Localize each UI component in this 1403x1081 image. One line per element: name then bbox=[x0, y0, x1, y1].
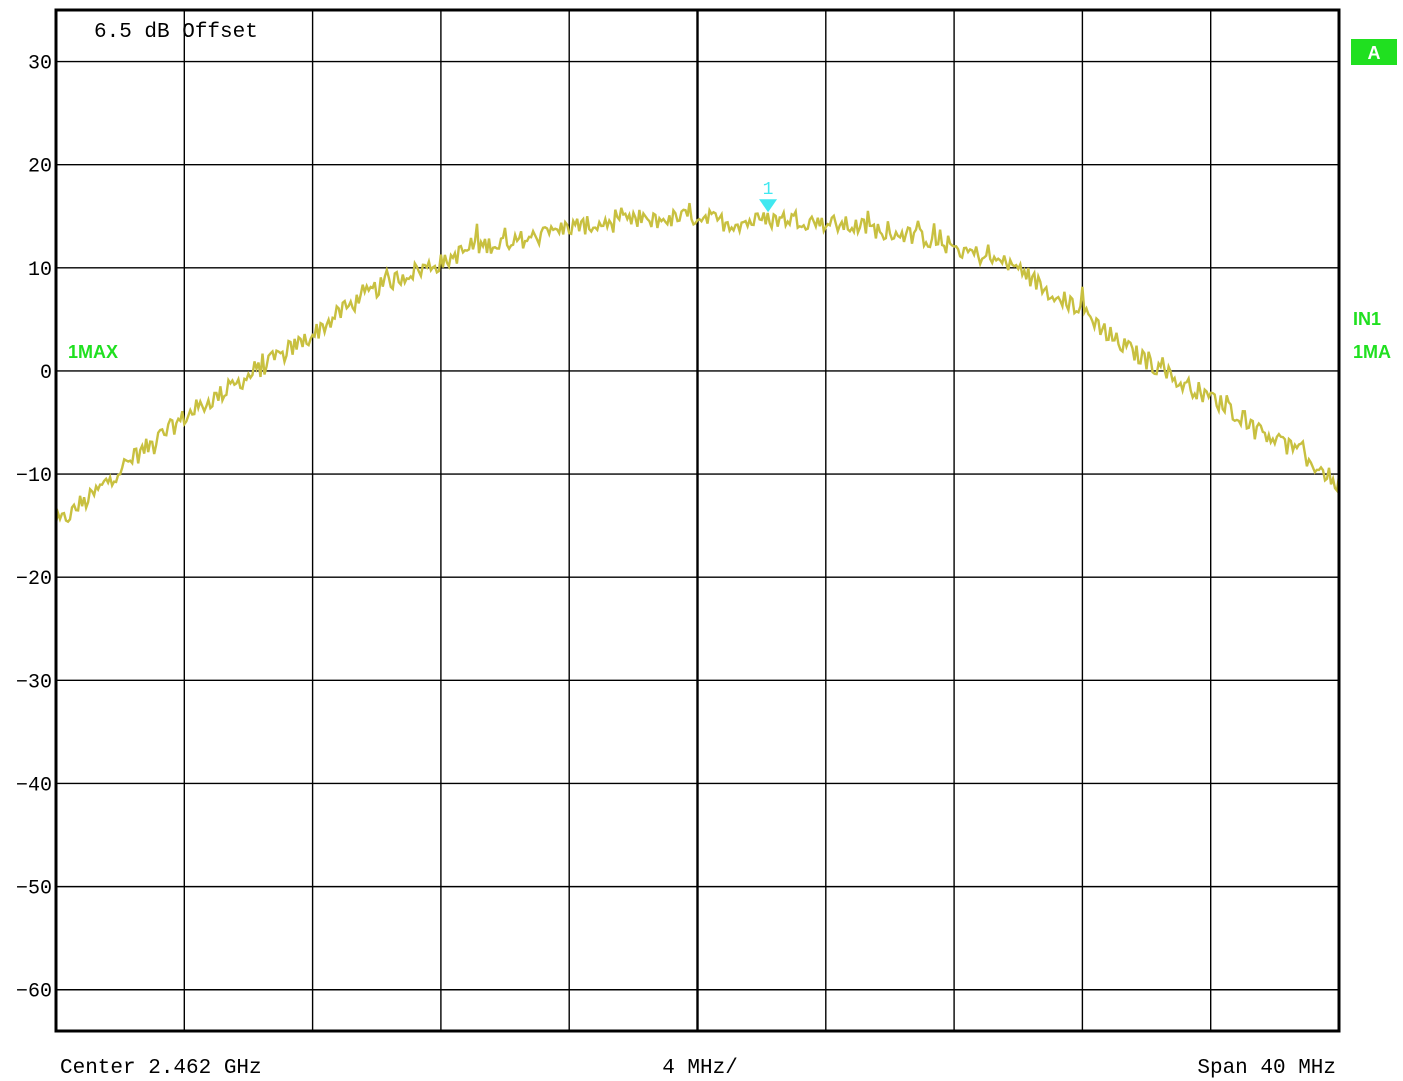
y-tick-label: −40 bbox=[16, 774, 52, 797]
y-tick-label: 0 bbox=[40, 362, 52, 385]
footer-span: Span 40 MHz bbox=[1197, 1057, 1336, 1080]
marker-1: 1 bbox=[759, 180, 778, 213]
marker-triangle bbox=[759, 199, 778, 213]
side-label-ma: 1MA bbox=[1353, 342, 1391, 362]
y-tick-label: −50 bbox=[16, 878, 52, 901]
y-tick-label: 10 bbox=[28, 259, 52, 282]
y-tick-labels: 30 20 10 0 −10 −20 −30 −40 −50 −60 bbox=[16, 53, 52, 1004]
marker-label: 1 bbox=[763, 180, 774, 200]
y-tick-label: 30 bbox=[28, 53, 52, 76]
plot-frame bbox=[54, 8, 1341, 1033]
side-label-in: IN1 bbox=[1353, 309, 1381, 329]
trace-1max bbox=[54, 202, 1341, 524]
y-tick-label: −60 bbox=[16, 981, 52, 1004]
y-tick-label: 20 bbox=[28, 156, 52, 179]
chart-title: 6.5 dB Offset bbox=[94, 21, 258, 44]
y-tick-label: −10 bbox=[16, 465, 52, 488]
display-badge bbox=[1351, 39, 1397, 65]
y-tick-label: −20 bbox=[16, 568, 52, 591]
footer-center-frequency: Center 2.462 GHz bbox=[60, 1057, 262, 1080]
footer-scale: 4 MHz/ bbox=[662, 1057, 738, 1080]
trace-label-left: 1MAX bbox=[68, 342, 118, 362]
y-tick-label: −30 bbox=[16, 671, 52, 694]
grid bbox=[56, 10, 1339, 1031]
display-badge-label: A bbox=[1368, 43, 1381, 63]
